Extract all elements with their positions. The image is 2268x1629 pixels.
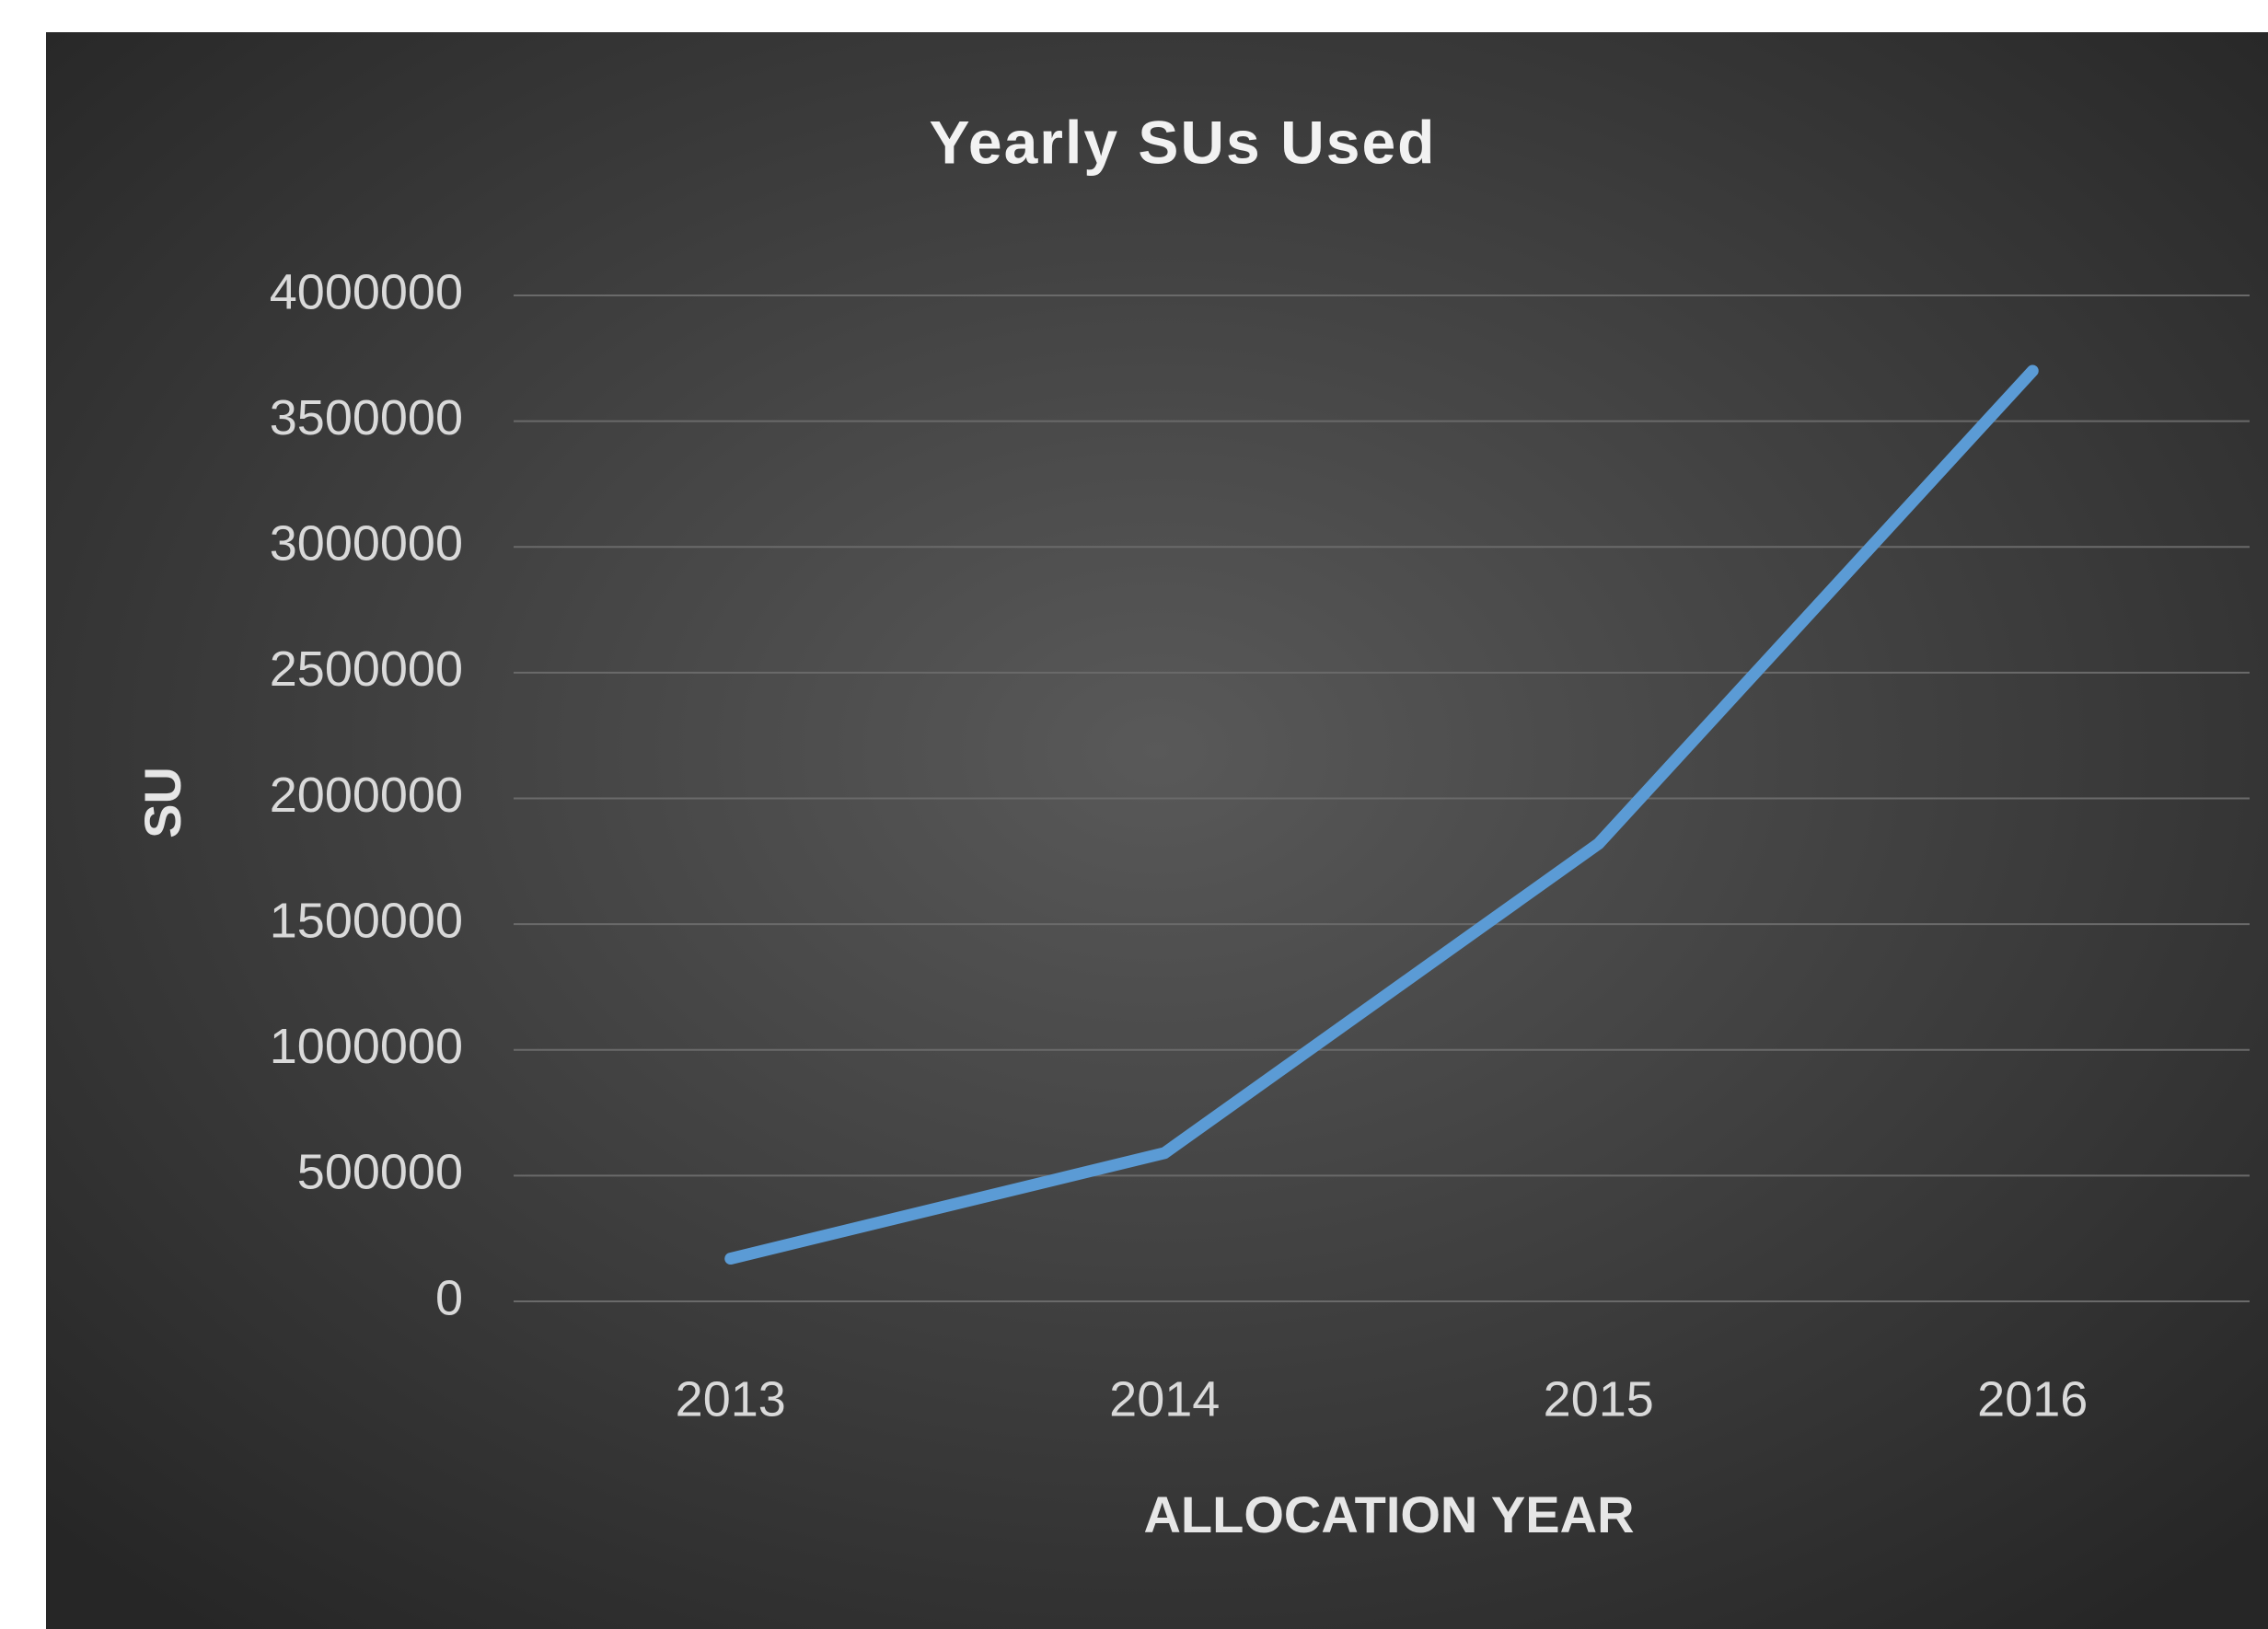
chart-background [46,32,2268,1629]
x-tick-label: 2015 [1544,1371,1654,1427]
y-tick-label: 0 [435,1270,463,1325]
data-line [724,364,2039,1265]
x-tick-label: 2013 [676,1371,786,1427]
chart-title: Yearly SUs Used [930,108,1437,176]
y-tick-label: 3500000 [270,390,463,445]
x-tick-label: 2014 [1109,1371,1220,1427]
x-axis-title: ALLOCATION YEAR [1143,1485,1634,1543]
y-tick-label: 2500000 [270,641,463,697]
y-tick-label: 2000000 [270,768,463,823]
y-tick-label: 1000000 [270,1019,463,1074]
y-tick-label: 3000000 [270,516,463,572]
y-tick-label: 4000000 [270,264,463,319]
x-tick-label: 2016 [1977,1371,2088,1427]
y-tick-label: 500000 [297,1145,463,1200]
y-tick-label: 1500000 [270,893,463,948]
y-axis-title: SU [133,767,191,838]
